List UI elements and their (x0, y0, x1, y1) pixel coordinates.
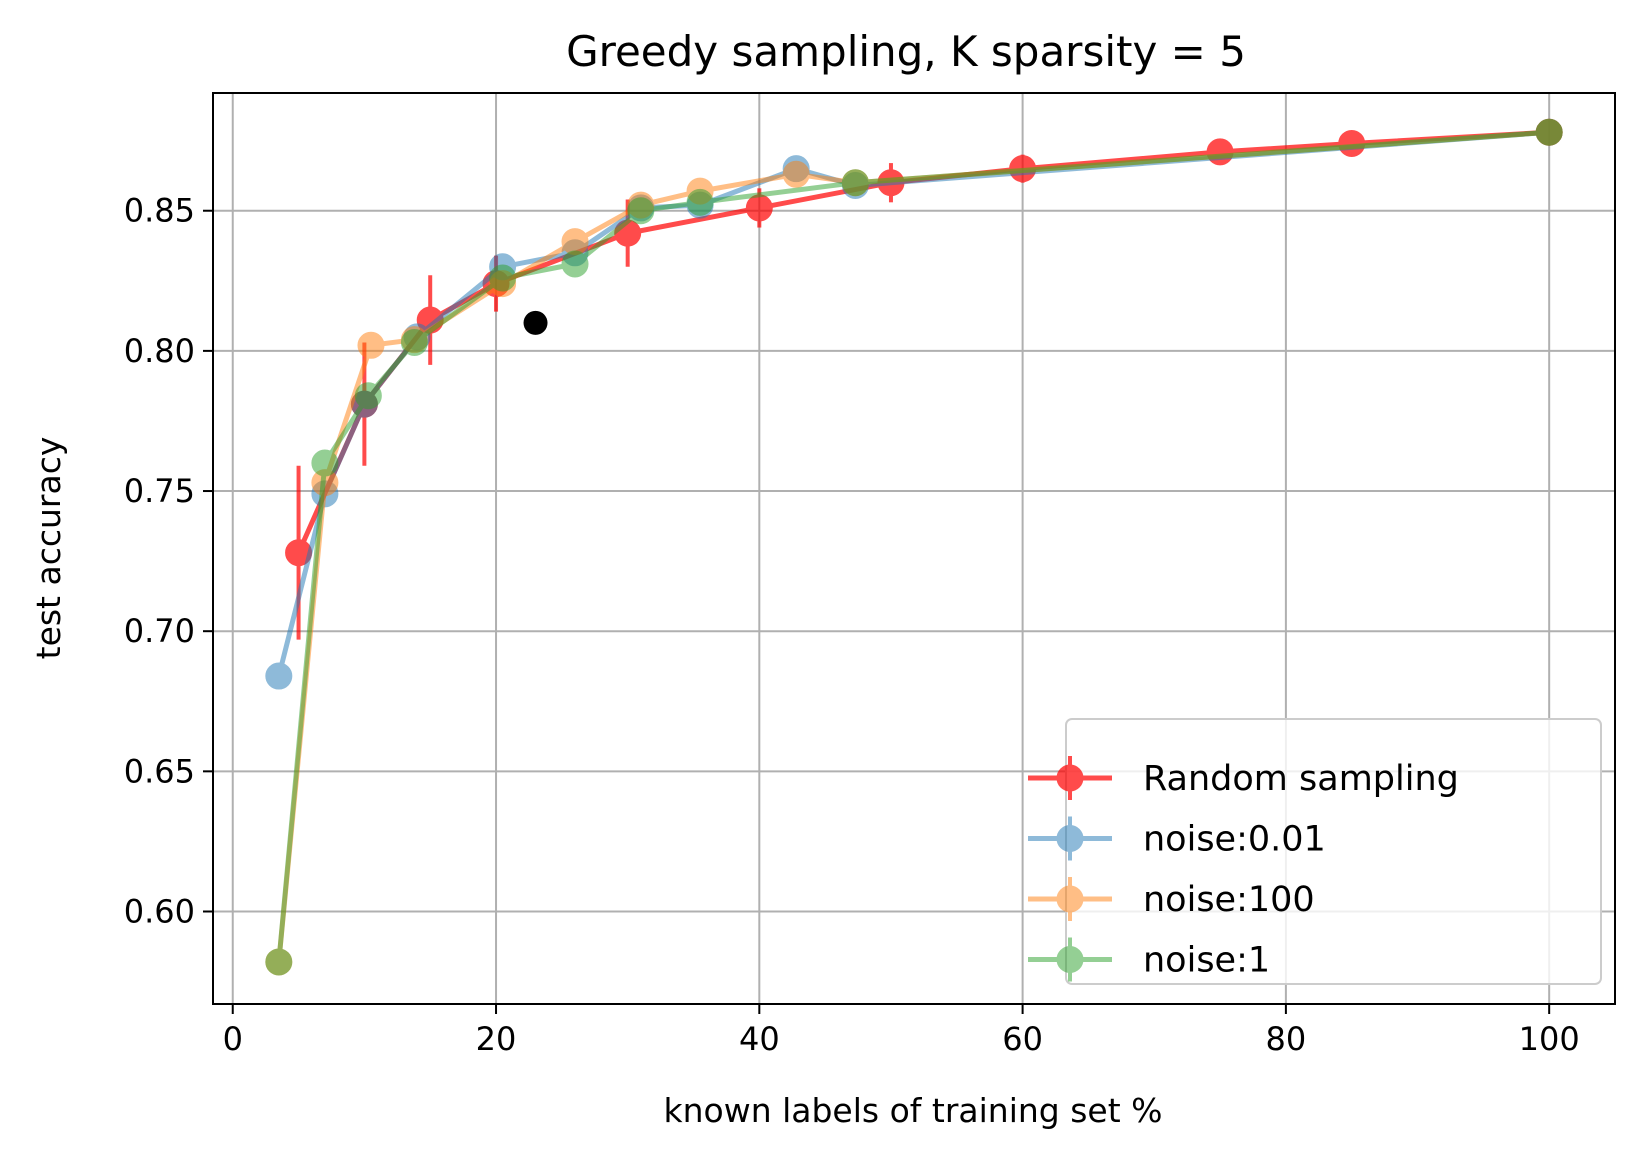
x-tick-label: 0 (223, 1020, 243, 1058)
y-tick-label: 0.75 (124, 472, 195, 510)
highlight-point (523, 310, 548, 335)
legend-marker (1028, 937, 1112, 982)
x-tick-label: 100 (1519, 1020, 1580, 1058)
legend-label: Random sampling (1143, 759, 1459, 799)
series-line (276, 129, 1550, 963)
y-axis-label: test accuracy (29, 437, 68, 660)
x-tick-label: 80 (1266, 1020, 1307, 1058)
grid (213, 93, 1615, 1004)
legend-label: noise:0.01 (1143, 820, 1326, 860)
series-3 (265, 118, 1563, 976)
y-tick-label: 0.65 (124, 752, 195, 790)
legend-label: noise:1 (1143, 941, 1270, 981)
legend-items: Random sampling noise:0.01 noise:100 noise:… (1028, 756, 1459, 982)
chart-title: Greedy sampling, K sparsity = 5 (566, 27, 1246, 76)
legend-label: noise:100 (1143, 880, 1315, 920)
data-point (841, 169, 869, 197)
data-point (782, 160, 810, 188)
data-point (745, 194, 773, 222)
data-point (686, 188, 714, 216)
data-point (400, 328, 428, 356)
y-tick-label: 0.60 (124, 892, 195, 930)
series-layer (265, 118, 1563, 976)
legend-dot (1056, 885, 1084, 913)
x-axis-label: known labels of training set % (663, 1091, 1162, 1130)
data-point (265, 948, 293, 976)
y-tick-label: 0.80 (124, 332, 195, 370)
legend-dot (1056, 825, 1084, 852)
legend-marker (1028, 877, 1112, 921)
axis-ticks: 0 20 40 60 80 100 0.60 0.65 0.70 0.75 0.80 0.85 (124, 192, 1580, 1058)
y-tick-label: 0.70 (124, 612, 195, 650)
data-point (561, 250, 589, 278)
data-point (627, 197, 655, 225)
data-point (1338, 129, 1366, 157)
legend-box (1065, 718, 1602, 985)
x-tick-label: 20 (476, 1020, 517, 1058)
legend: Random sampling noise:0.01 noise:100 noise:… (1028, 718, 1602, 985)
y-tick-label: 0.85 (124, 192, 195, 230)
data-point (354, 382, 382, 410)
legend-dot (1056, 946, 1084, 973)
legend-marker (1028, 756, 1112, 800)
x-tick-label: 60 (1002, 1020, 1043, 1058)
legend-marker (1028, 816, 1112, 861)
data-point (489, 264, 517, 292)
data-point (311, 449, 339, 477)
legend-dot (1056, 764, 1084, 792)
data-point (1535, 118, 1563, 146)
x-tick-label: 40 (739, 1020, 780, 1058)
plot-frame (212, 92, 1616, 1005)
data-point (357, 331, 385, 359)
data-point (561, 228, 589, 256)
data-point (265, 662, 293, 690)
